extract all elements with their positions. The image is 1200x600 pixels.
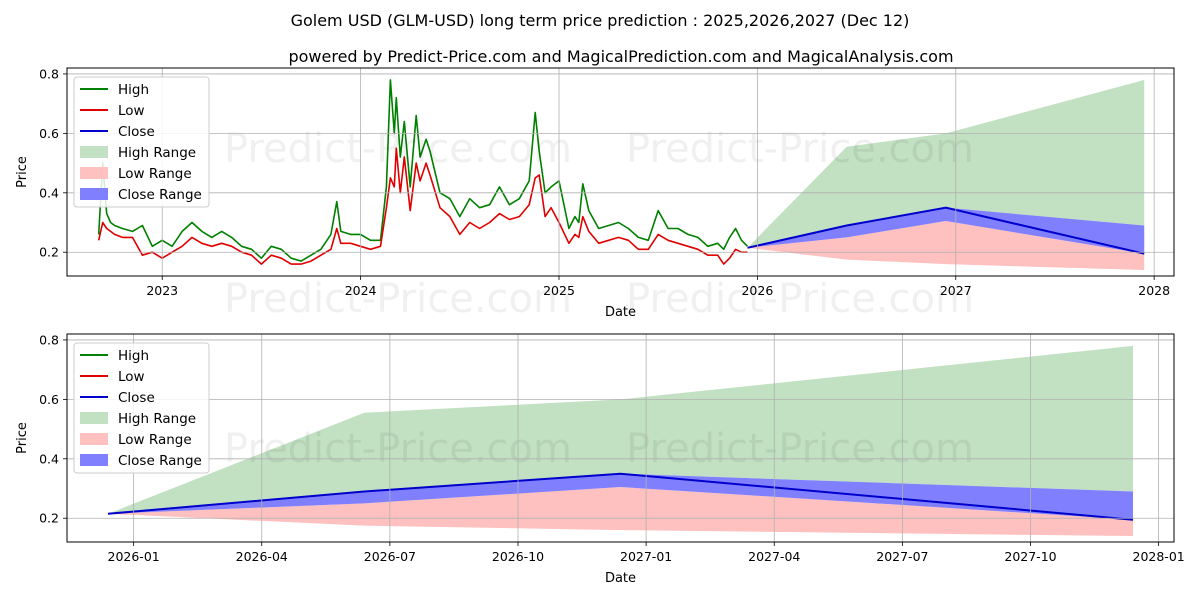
legend-high-label: High	[118, 348, 149, 364]
y-axis-label: Price	[15, 422, 30, 454]
legend-low-label: Low	[118, 103, 145, 119]
chart-subtitle: powered by Predict-Price.com and Magical…	[288, 47, 953, 66]
watermark-text: Predict-Price.com	[224, 276, 572, 322]
panel-prediction-zoom: Predict-Price.com Predict-Price.com 2026-0…	[15, 332, 1185, 586]
legend-close-label: Close	[118, 390, 155, 406]
x-tick-label: 2027-01	[620, 549, 672, 564]
watermark-text: Predict-Price.com	[626, 126, 974, 172]
close-range-area	[747, 207, 1145, 254]
x-tick-label: 2026-04	[236, 549, 288, 564]
legend-low-range-label: Low Range	[118, 432, 192, 448]
x-tick-label: 2027-04	[748, 549, 800, 564]
legend-close-range-swatch	[80, 188, 108, 200]
plot-frame	[66, 67, 1175, 277]
legend-close-range-swatch	[80, 454, 108, 466]
low-price-line	[97, 147, 748, 265]
watermark-text: Predict-Price.com	[626, 426, 974, 472]
x-tick-label: 2026	[741, 283, 773, 298]
x-tick-label: 2028-01	[1133, 549, 1185, 564]
close-price-line	[747, 206, 1145, 255]
y-tick-label: 0.6	[39, 392, 59, 407]
plot-area	[107, 345, 1134, 537]
high-range-area	[108, 345, 1133, 514]
y-tick-label: 0.8	[39, 66, 59, 81]
legend-high-range-swatch	[80, 412, 108, 424]
legend: High Low Close High Range Low Range Close Ran…	[73, 342, 210, 474]
y-tick-label: 0.6	[39, 126, 59, 141]
low-range-area	[747, 221, 1145, 271]
panel-overview: Predict-Price.com Predict-Price.com Predic…	[15, 66, 1175, 322]
chart-title: Golem USD (GLM-USD) long term price pred…	[291, 11, 910, 30]
y-tick-label: 0.4	[39, 451, 59, 466]
y-tick-label: 0.2	[39, 245, 59, 260]
legend-low-range-swatch	[80, 433, 108, 445]
legend-low-range-swatch	[80, 167, 108, 179]
watermark-text: Predict-Price.com	[224, 426, 572, 472]
x-tick-label: 2023	[146, 283, 178, 298]
low-range-area	[108, 487, 1133, 537]
y-tick-label: 0.2	[39, 511, 59, 526]
legend-low-range-label: Low Range	[118, 166, 192, 182]
high-price-line	[97, 79, 749, 262]
y-axis-label: Price	[15, 156, 30, 188]
x-tick-label: 2026-10	[492, 549, 544, 564]
close-range-area	[108, 473, 1133, 520]
x-tick-label: 2026-07	[364, 549, 416, 564]
x-tick-label: 2027-10	[1004, 549, 1056, 564]
legend-high-range-label: High Range	[118, 145, 196, 161]
x-tick-label: 2026-01	[108, 549, 160, 564]
watermark-text: Predict-Price.com	[626, 276, 974, 322]
x-tick-label: 2024	[345, 283, 377, 298]
legend-close-range-label: Close Range	[118, 187, 202, 203]
plot-frame	[66, 333, 1175, 543]
legend-low-label: Low	[118, 369, 145, 385]
close-price-line	[107, 472, 1134, 521]
legend-high-range-swatch	[80, 146, 108, 158]
y-tick-label: 0.4	[39, 185, 59, 200]
legend-high-label: High	[118, 82, 149, 98]
plot-area	[97, 79, 1145, 271]
x-tick-label: 2027-07	[876, 549, 928, 564]
legend-close-range-label: Close Range	[118, 453, 202, 469]
x-tick-label: 2027	[940, 283, 972, 298]
x-tick-label: 2028	[1138, 283, 1170, 298]
legend: High Low Close High Range Low Range Close Ran…	[73, 76, 210, 208]
y-tick-label: 0.8	[39, 332, 59, 347]
high-range-area	[747, 79, 1145, 248]
legend-close-label: Close	[118, 124, 155, 140]
x-tick-label: 2025	[543, 283, 575, 298]
legend-high-range-label: High Range	[118, 411, 196, 427]
x-axis-label: Date	[605, 305, 636, 320]
x-axis-label: Date	[605, 571, 636, 586]
watermark-text: Predict-Price.com	[224, 126, 572, 172]
